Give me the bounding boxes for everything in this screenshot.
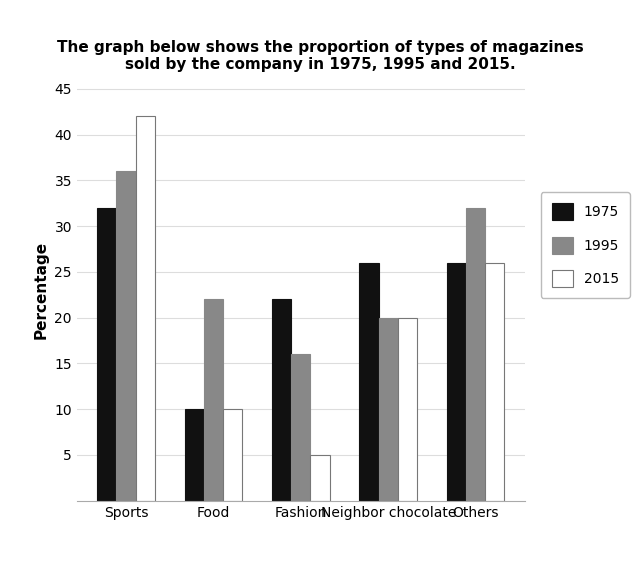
Bar [310,455,330,501]
Bar [223,409,243,501]
Y-axis label: Percentage: Percentage [34,241,49,339]
Bar [272,299,291,501]
Bar [136,116,155,501]
Bar [359,263,379,501]
Bar [485,263,504,501]
Bar [184,409,204,501]
Bar [291,354,310,501]
Bar [97,208,116,501]
Bar [466,208,485,501]
Legend: 1975, 1995, 2015: 1975, 1995, 2015 [541,192,630,298]
Bar [398,318,417,501]
Bar [116,171,136,501]
Bar [447,263,466,501]
Text: The graph below shows the proportion of types of magazines
sold by the company i: The graph below shows the proportion of … [56,40,584,72]
Bar [204,299,223,501]
Bar [379,318,398,501]
